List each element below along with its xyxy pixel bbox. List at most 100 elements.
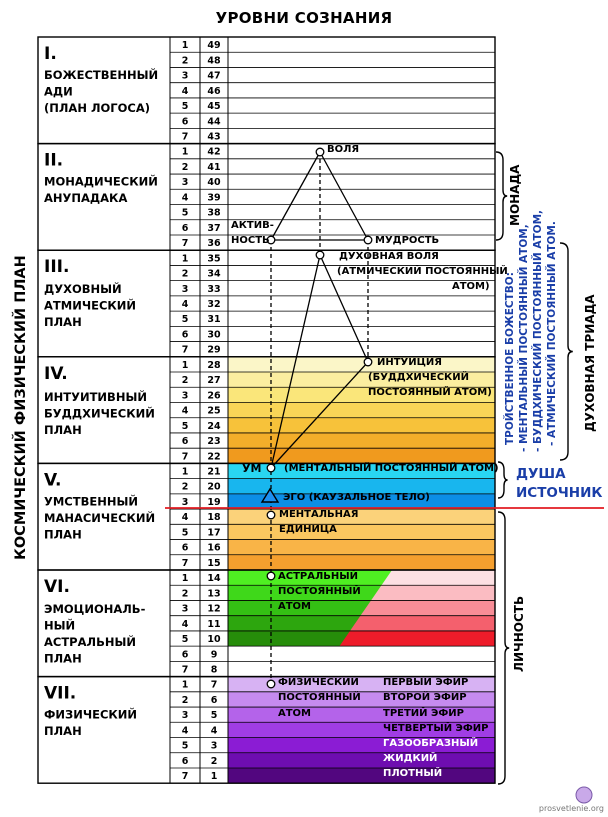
plane-roman-numeral: III. xyxy=(44,257,69,277)
sublevel-number: 6 xyxy=(182,756,189,767)
sublevel-number: 2 xyxy=(182,162,189,173)
label-physical-atom-3: АТОМ xyxy=(278,708,312,719)
level-fill xyxy=(228,448,495,464)
plane-name-line: АДИ xyxy=(44,85,73,99)
level-number: 5 xyxy=(211,710,218,721)
sublevel-number: 1 xyxy=(182,573,189,584)
sublevel-number: 6 xyxy=(182,116,189,127)
sublevel-number: 1 xyxy=(182,147,189,158)
sublevel-number: 3 xyxy=(182,71,189,82)
watermark-icon xyxy=(575,786,593,804)
level-number: 24 xyxy=(207,421,221,432)
node-point xyxy=(363,357,373,367)
label-intuition: ИНТУИЦИЯ xyxy=(377,357,442,368)
sublevel-number: 5 xyxy=(182,527,189,538)
label-ether-1: ПЕРВЫЙ ЭФИР xyxy=(383,677,469,688)
plane-name-line: ПЛАН xyxy=(44,724,82,738)
level-number: 13 xyxy=(207,588,220,599)
node-point xyxy=(266,510,276,520)
plane-name-line: УМСТВЕННЫЙ xyxy=(44,493,138,508)
level-number: 27 xyxy=(207,375,220,386)
plane-box xyxy=(37,36,496,145)
label-astral-atom-3: АТОМ xyxy=(278,601,312,612)
sublevel-number: 7 xyxy=(182,345,189,356)
level-number: 21 xyxy=(207,467,220,478)
plane-roman-numeral: IV. xyxy=(44,364,68,384)
label-physical-atom-1: ФИЗИЧЕСКИЙ xyxy=(278,677,359,688)
sublevel-number: 7 xyxy=(182,451,189,462)
plane-box xyxy=(37,675,496,784)
left-vertical-label: КОСМИЧЕСКИЙ ФИЗИЧЕСКИЙ ПЛАН xyxy=(13,255,29,560)
node-point xyxy=(363,235,373,245)
level-number: 11 xyxy=(207,619,220,630)
sublevel-number: 5 xyxy=(182,634,189,645)
level-fill xyxy=(228,493,495,510)
sublevel-number: 5 xyxy=(182,741,189,752)
level-number: 30 xyxy=(207,329,221,340)
level-fill xyxy=(228,554,495,570)
sublevel-number: 2 xyxy=(182,482,189,493)
level-fill xyxy=(228,707,495,723)
level-number: 23 xyxy=(207,436,220,447)
label-triple-deity-4: - АТМИЧЕСКИЙ ПОСТОЯННЫЙ АТОМ. xyxy=(546,221,558,446)
triad-brace xyxy=(559,242,573,461)
label-will: ВОЛЯ xyxy=(327,144,360,155)
sublevel-number: 5 xyxy=(182,208,189,219)
level-fill xyxy=(228,387,495,403)
sublevel-number: 7 xyxy=(182,238,189,249)
label-monad: МОНАДА xyxy=(508,164,522,226)
level-number: 2 xyxy=(211,756,218,767)
label-atmic-atom-2: АТОМ) xyxy=(452,281,490,292)
sublevel-number: 1 xyxy=(182,40,189,51)
level-number: 29 xyxy=(207,345,220,356)
level-number: 43 xyxy=(207,131,220,142)
plane-roman-numeral: VII. xyxy=(44,684,76,704)
sublevel-number: 4 xyxy=(182,725,189,736)
sublevel-number: 4 xyxy=(182,299,189,310)
sublevel-number: 3 xyxy=(182,284,189,295)
label-triple-deity-1: ТРОЙСТВЕННОЕ БОЖЕСТВО: xyxy=(504,272,516,445)
label-ether-2: ВТОРОЙ ЭФИР xyxy=(383,692,467,703)
sublevel-number: 6 xyxy=(182,223,189,234)
plane-roman-numeral: I. xyxy=(44,44,57,64)
plane-name-line: ПЛАН xyxy=(44,315,82,329)
plane-name-line: АСТРАЛЬНЫЙ xyxy=(44,634,136,649)
label-mind: УМ xyxy=(242,462,262,475)
plane-name-line: ПЛАН xyxy=(44,652,82,666)
level-number: 3 xyxy=(211,741,218,752)
label-buddhic-atom-1: (БУДДХИЧЕСКИЙ xyxy=(368,372,469,383)
label-wisdom: МУДРОСТЬ xyxy=(375,235,440,246)
plane-name-line: (ПЛАН ЛОГОСА) xyxy=(44,101,150,115)
level-fill xyxy=(228,417,495,433)
sublevel-number: 2 xyxy=(182,375,189,386)
personality-brace xyxy=(497,511,510,785)
level-fill xyxy=(228,676,495,692)
level-number: 7 xyxy=(211,680,218,691)
plane-name-line: ИНТУИТИВНЫЙ xyxy=(44,389,147,404)
level-number: 32 xyxy=(207,299,220,310)
watermark-logo: prosvetlenie.org xyxy=(538,804,604,813)
level-number: 35 xyxy=(207,253,220,264)
astral-red-fill xyxy=(350,615,495,631)
label-triple-deity-2: - МЕНТАЛЬНЫЙ ПОСТОЯННЫЙ АТОМ, xyxy=(518,224,530,452)
level-number: 38 xyxy=(207,208,221,219)
astral-red-fill xyxy=(360,600,495,616)
level-number: 42 xyxy=(207,147,220,158)
triad-triangle-edge xyxy=(270,361,369,469)
level-fill xyxy=(228,509,495,525)
triad-triangle-edge xyxy=(319,254,369,363)
label-ego: ЭГО (КАУЗАЛЬНОЕ ТЕЛО) xyxy=(283,492,430,503)
level-number: 10 xyxy=(207,634,221,645)
sublevel-number: 2 xyxy=(182,588,189,599)
sublevel-number: 6 xyxy=(182,436,189,447)
plane-name-line: АНУПАДАКА xyxy=(44,191,127,205)
sublevel-number: 7 xyxy=(182,771,189,782)
label-spiritual-triad: ДУХОВНАЯ ТРИАДА xyxy=(583,294,597,432)
level-fill xyxy=(228,356,495,373)
label-source: ИСТОЧНИК xyxy=(516,485,603,501)
label-astral-atom-1: АСТРАЛЬНЫЙ xyxy=(278,571,358,582)
plane-name-line: ЭМОЦИОНАЛЬ- xyxy=(44,602,146,616)
level-fill xyxy=(228,432,495,449)
level-fill xyxy=(228,539,495,555)
